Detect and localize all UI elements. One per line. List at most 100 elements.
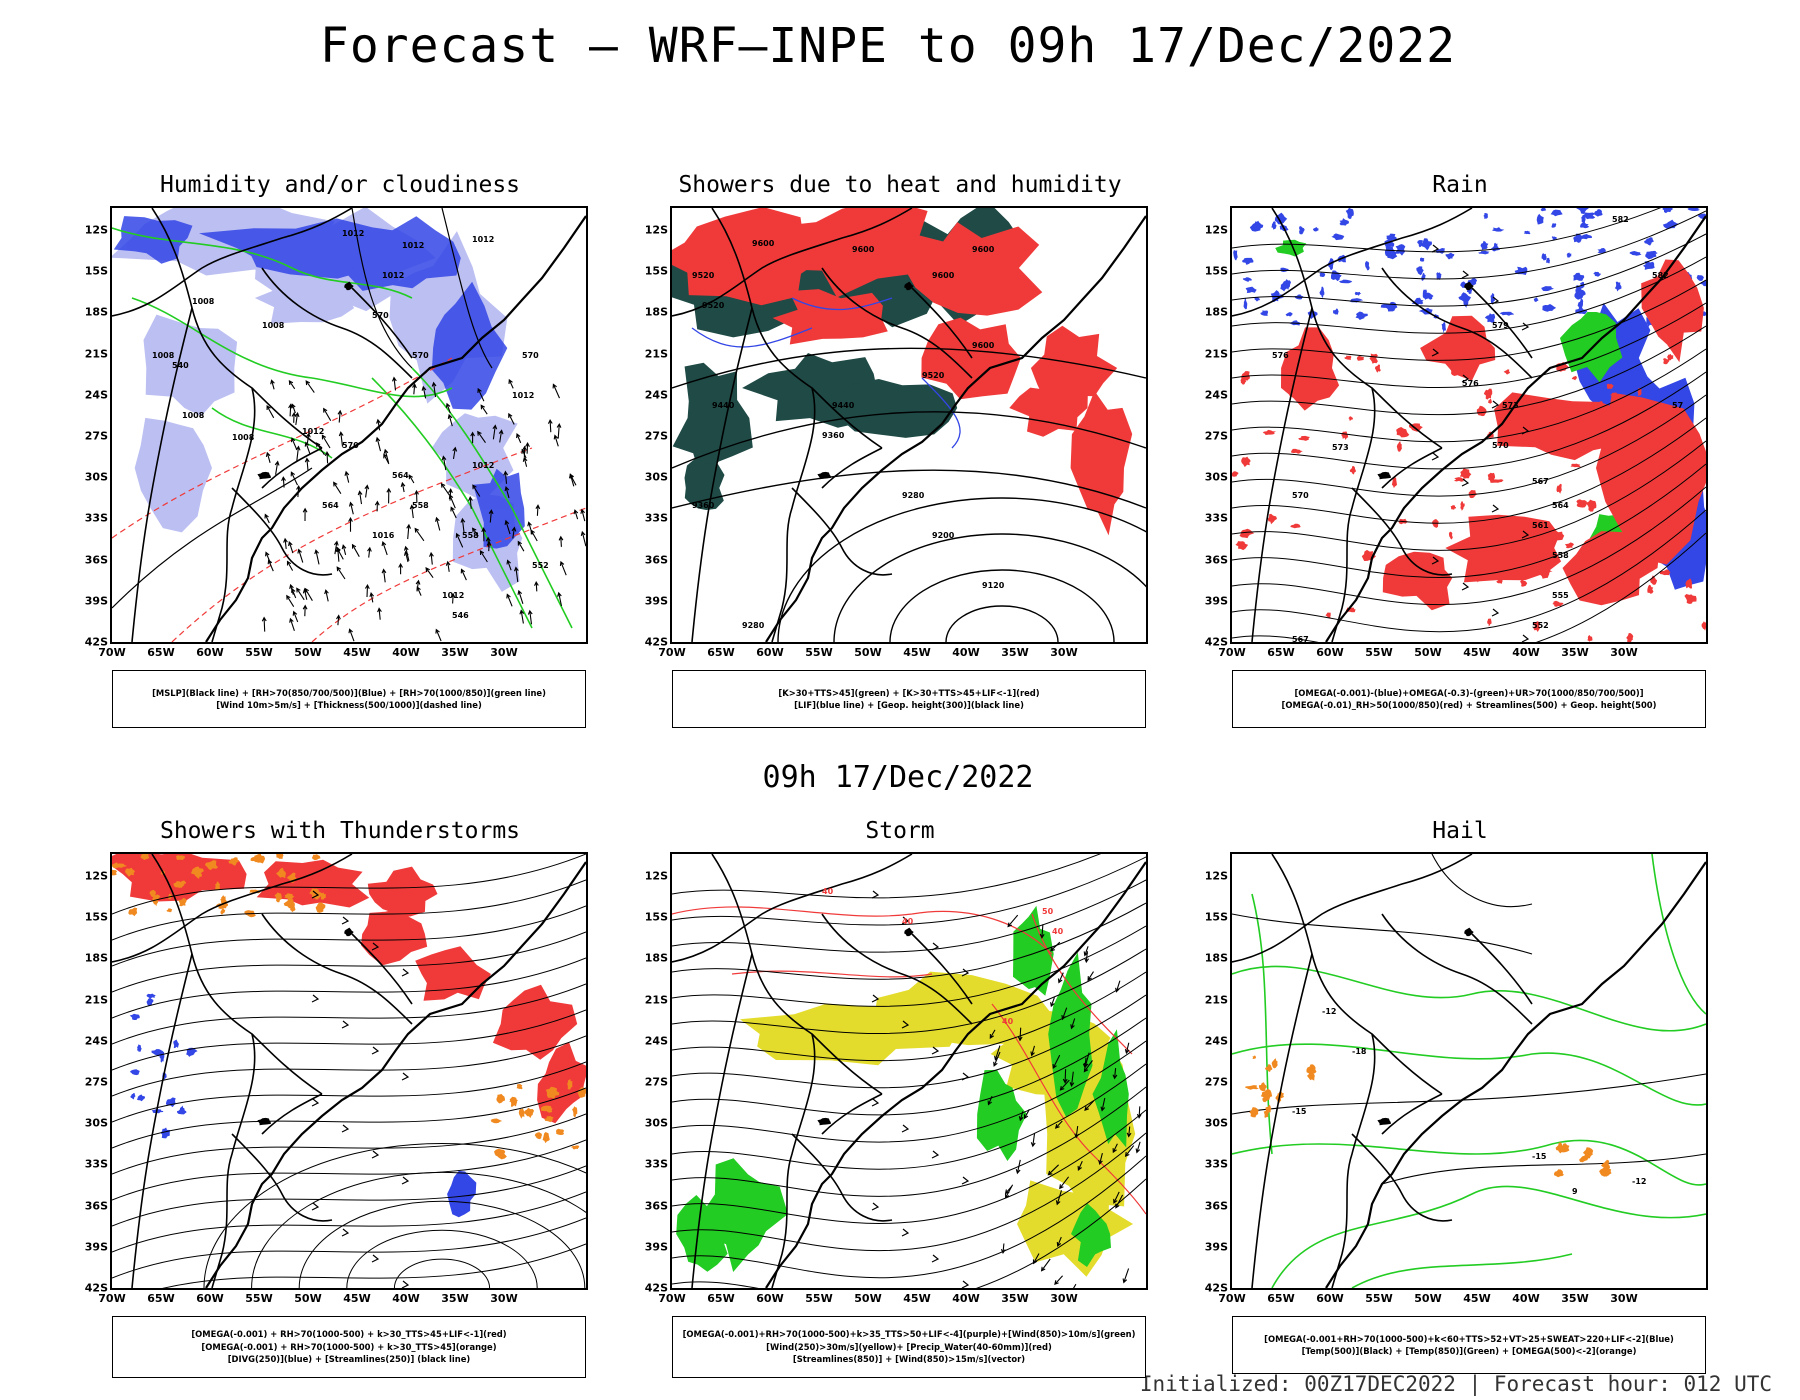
- contour-label: 1012: [382, 271, 404, 280]
- latitude-tick-label: 33S: [84, 1157, 108, 1171]
- contour-label: 546: [452, 611, 469, 620]
- field-speck: [1582, 1147, 1594, 1159]
- latitude-tick-label: 24S: [644, 388, 668, 402]
- longitude-tick-label: 40W: [392, 1292, 420, 1305]
- streamline-arrow: [961, 1072, 970, 1081]
- border-line: [821, 1093, 883, 1135]
- wind-arrow: [1073, 1283, 1077, 1288]
- field-speck: [1423, 292, 1434, 300]
- contour-label: 1012: [402, 241, 424, 250]
- latitude-tick-label: 42S: [644, 1281, 668, 1295]
- wind-arrow: [296, 484, 301, 498]
- field-speck: [1594, 209, 1603, 217]
- wind-arrow: [460, 568, 467, 581]
- border-line: [1271, 208, 1443, 449]
- legend-line: [Wind 10m>5m/s] + [Thickness(500/1000)](…: [216, 700, 482, 710]
- wind-arrow: [989, 1029, 996, 1040]
- contour-label: 1008: [232, 433, 255, 442]
- wind-arrow: [381, 541, 388, 556]
- wind-arrow: [552, 383, 561, 399]
- legend-line: [LIF](blue line) + [Geop. height(300)](b…: [794, 700, 1024, 710]
- contour-label: 567: [1292, 635, 1309, 642]
- contour-label: 9600: [972, 341, 995, 350]
- field-speck: [1551, 223, 1557, 228]
- field-speck: [1699, 280, 1706, 287]
- field-patch: [1560, 312, 1623, 383]
- wind-arrow: [421, 385, 427, 399]
- wind-arrow: [479, 550, 488, 563]
- field-speck: [1454, 477, 1465, 482]
- field-patch: [143, 314, 238, 417]
- wind-arrow: [367, 546, 372, 558]
- wind-arrow: [408, 474, 415, 484]
- panel-showers-heat: Showers due to heat and humidity 12S 15S 1…: [620, 172, 1180, 752]
- border-line: [351, 287, 413, 359]
- field-speck: [146, 998, 154, 1006]
- streamline-arrow: [901, 1228, 910, 1237]
- field-speck: [1307, 1070, 1315, 1081]
- lakes: [817, 281, 914, 480]
- field-speck: [1420, 257, 1425, 262]
- wind-arrow: [1084, 1100, 1095, 1111]
- wind-arrow: [292, 610, 299, 623]
- border-line: [131, 953, 193, 1288]
- contour-line: [945, 605, 1059, 642]
- streamline-arrow: [1461, 582, 1470, 591]
- contour-label: 1012: [472, 235, 494, 244]
- wind850-vectors: [987, 914, 1142, 1288]
- field-patch: [1596, 392, 1706, 565]
- latitude-tick-label: 21S: [84, 993, 108, 1007]
- streamline: [112, 957, 586, 1019]
- latitude-labels: 12S 15S 18S 21S 24S 27S 30S 33S 36S 39S 42S: [70, 852, 108, 1295]
- longitude-tick-label: 40W: [1512, 646, 1540, 659]
- legend-line: [Streamlines(850)] + [Wind(850)>15m/s](v…: [792, 1354, 1026, 1365]
- latitude-tick-label: 39S: [1204, 594, 1228, 608]
- contour-label: 40: [1002, 1017, 1014, 1026]
- field-speck: [1365, 261, 1370, 271]
- streamline: [672, 971, 1146, 1062]
- country-borders: [112, 208, 586, 642]
- latitude-tick-label: 30S: [1204, 1116, 1228, 1130]
- longitude-labels: 70W 65W 60W 55W 50W 45W 40W 35W 30W: [1218, 646, 1708, 662]
- latitude-tick-label: 27S: [1204, 1075, 1228, 1089]
- latitude-tick-label: 39S: [644, 594, 668, 608]
- field-speck: [1312, 227, 1319, 232]
- contour-line: [393, 1258, 491, 1288]
- longitude-tick-label: 60W: [1316, 1292, 1344, 1305]
- wind-arrow: [447, 413, 453, 427]
- latitude-labels: 12S 15S 18S 21S 24S 27S 30S 33S 36S 39S 42S: [70, 206, 108, 649]
- contour-label: 9600: [852, 245, 875, 254]
- contour-line: [889, 569, 1115, 642]
- wind-arrow: [400, 481, 406, 493]
- geopotential-low: [777, 497, 1146, 642]
- wind-arrow: [1055, 1190, 1063, 1206]
- border-line: [1351, 487, 1453, 576]
- field-speck: [1436, 558, 1443, 566]
- wind-arrow: [450, 592, 456, 604]
- field-speck: [545, 1086, 560, 1099]
- wind-arrow: [1122, 1268, 1130, 1284]
- latitude-tick-label: 42S: [1204, 1281, 1228, 1295]
- field-speck: [540, 1105, 553, 1113]
- contour-line: [371, 377, 533, 629]
- field-speck: [1662, 208, 1673, 214]
- omega-red-specks: [1232, 353, 1706, 642]
- wind-arrow: [364, 583, 370, 598]
- field-speck: [1290, 523, 1301, 529]
- latitude-tick-label: 24S: [1204, 388, 1228, 402]
- longitude-labels: 70W 65W 60W 55W 50W 45W 40W 35W 30W: [658, 1292, 1148, 1308]
- field-speck: [1419, 238, 1432, 251]
- border-line: [821, 913, 973, 1025]
- panel-title: Rain: [1432, 172, 1488, 198]
- streamline-arrow: [901, 1020, 910, 1029]
- longitude-tick-label: 50W: [854, 1292, 882, 1305]
- field-speck: [136, 1094, 146, 1102]
- wind-arrow: [414, 489, 419, 503]
- longitude-tick-label: 35W: [441, 1292, 469, 1305]
- wind-arrow: [369, 591, 375, 603]
- wind-arrow: [445, 560, 451, 572]
- wind-arrow: [987, 1095, 993, 1106]
- wind-arrow: [481, 527, 486, 542]
- contour-label: 540: [172, 361, 189, 370]
- field-patch: [431, 281, 508, 410]
